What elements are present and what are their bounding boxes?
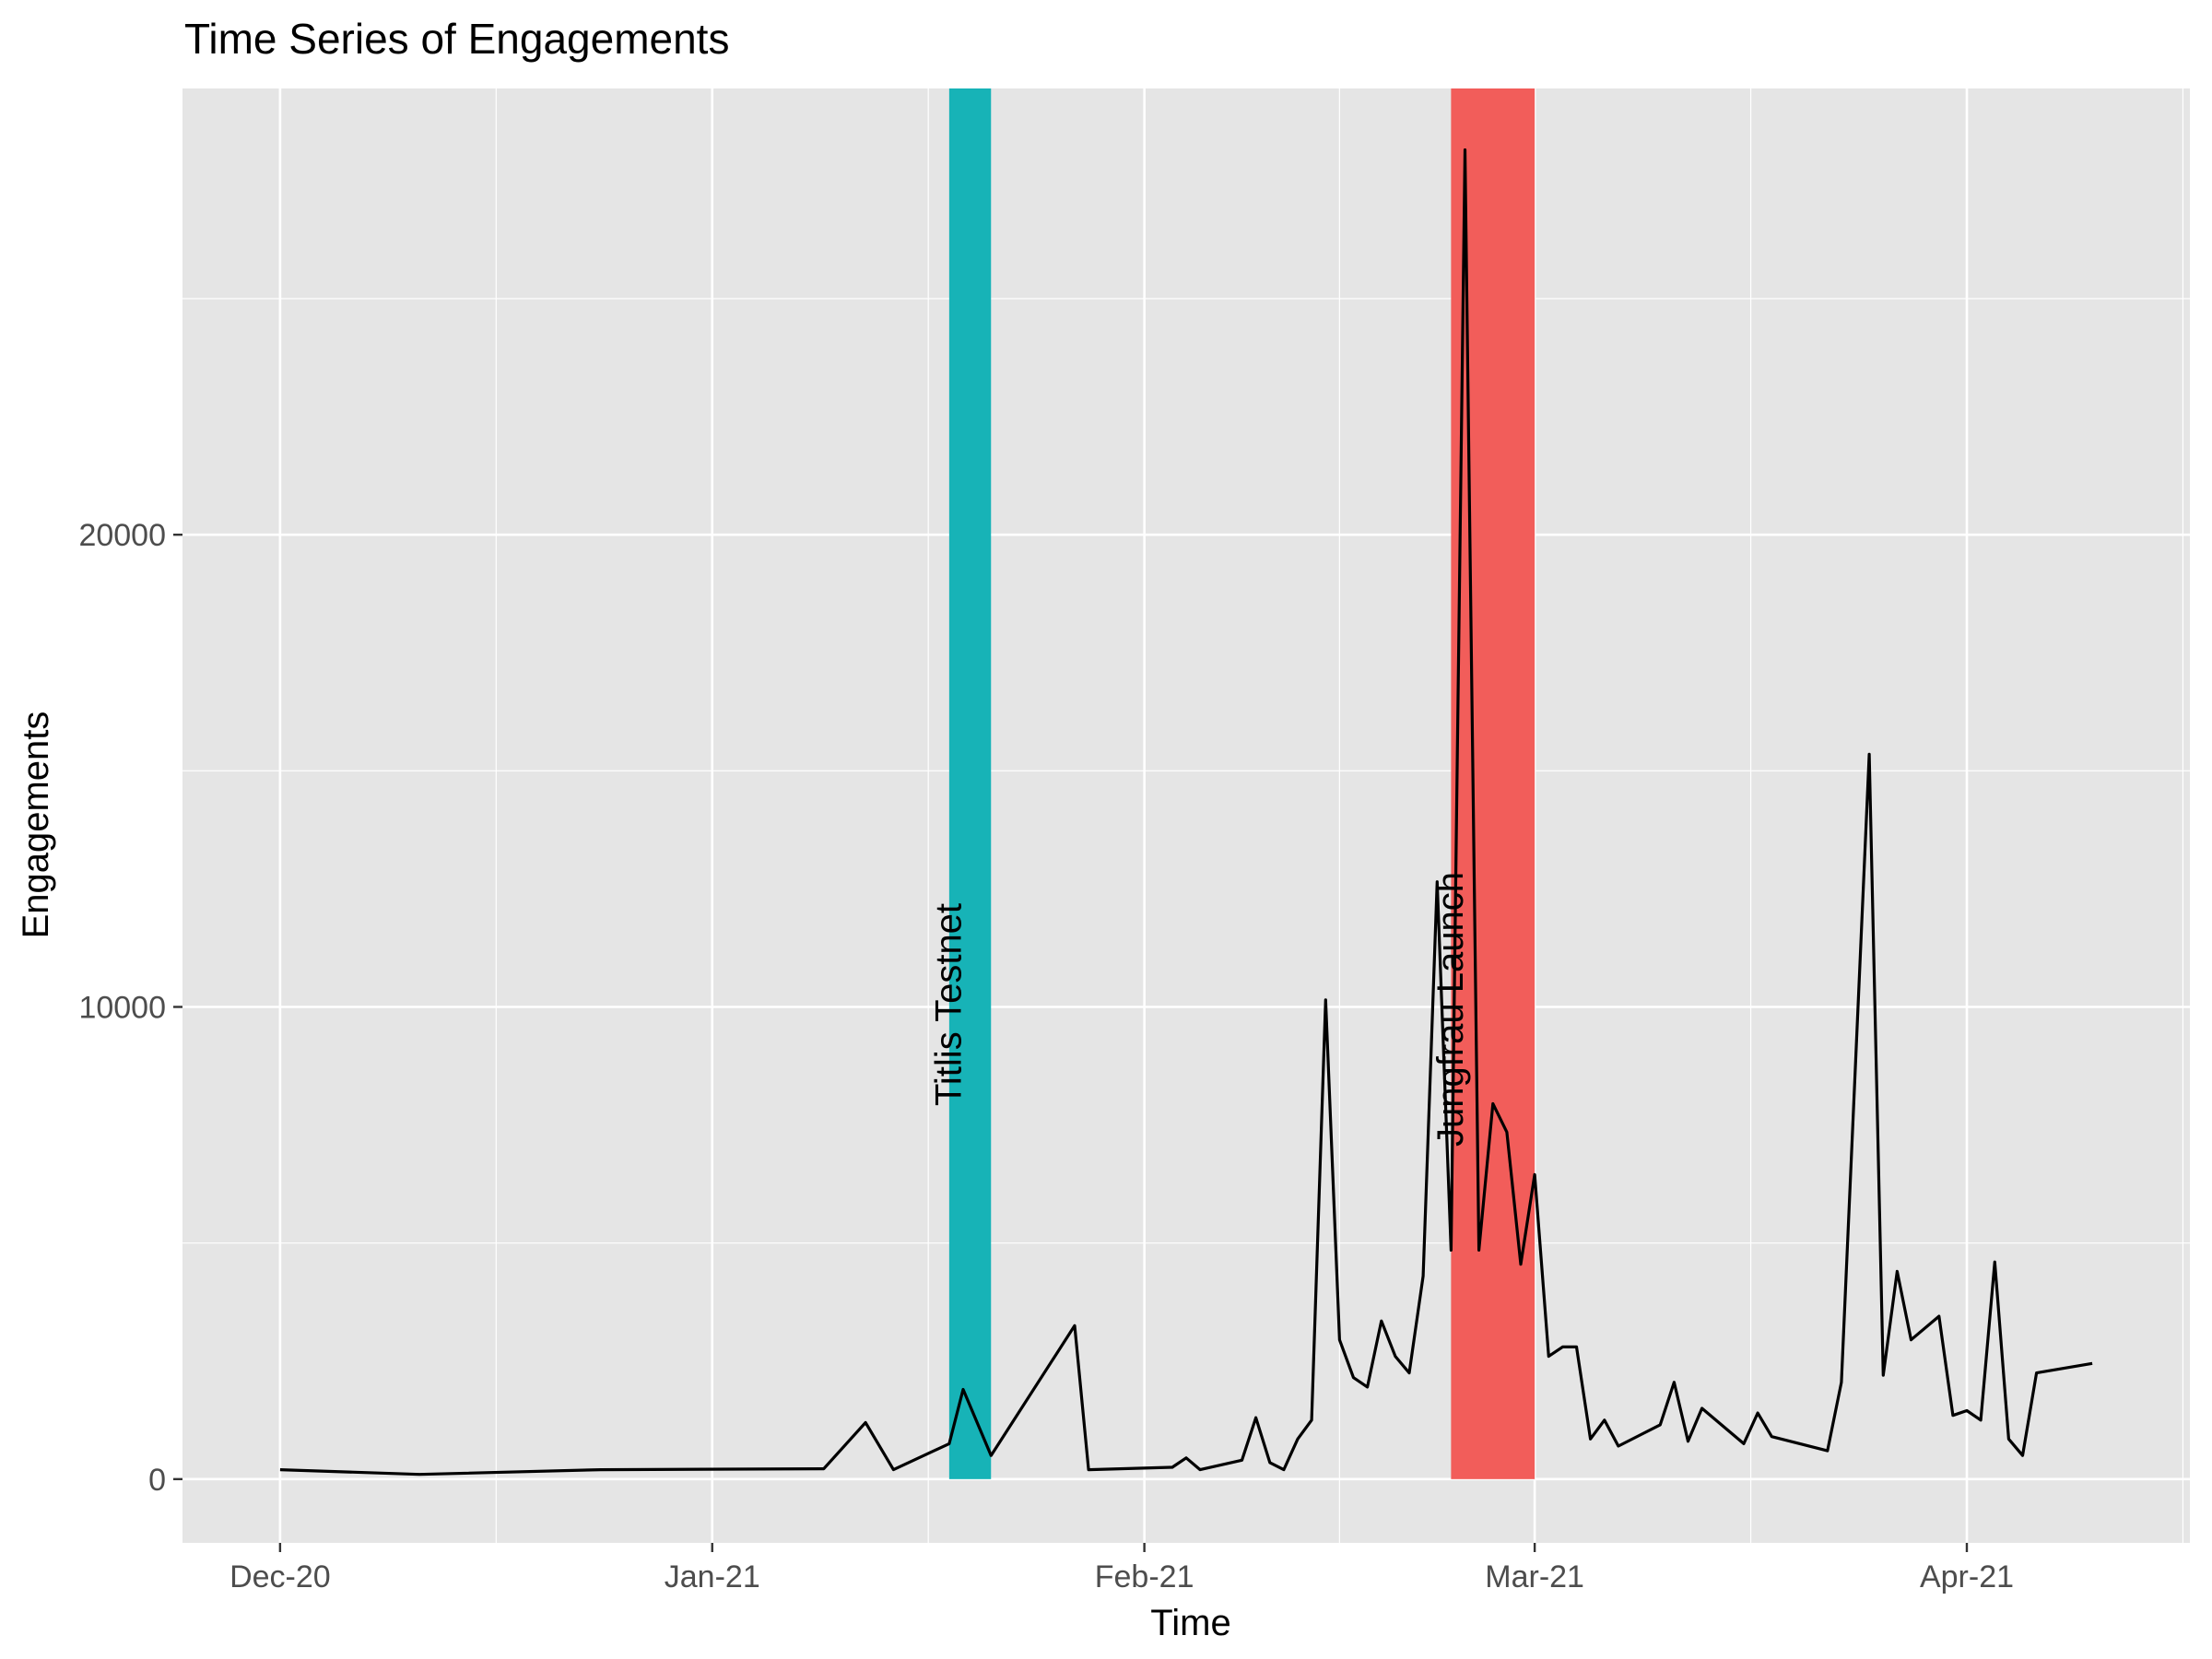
y-tick-label: 20000 [78, 518, 166, 553]
panel-background [182, 88, 2190, 1543]
x-tick-label: Jan-21 [665, 1559, 760, 1594]
x-tick-label: Dec-20 [229, 1559, 331, 1594]
event-band-2 [1451, 88, 1535, 1479]
event-bands [948, 88, 1535, 1479]
x-tick-label: Mar-21 [1485, 1559, 1584, 1594]
y-tick-label: 0 [148, 1463, 166, 1498]
x-tick-label: Feb-21 [1095, 1559, 1194, 1594]
series-line-1 [279, 148, 2093, 1477]
plot-panel [182, 88, 2190, 1543]
y-tick-label: 10000 [78, 990, 166, 1025]
event-band-1 [948, 88, 992, 1479]
x-axis-label: Time [1150, 1603, 1230, 1643]
event-labels: Titlis Testnet Jungfrau Launch [928, 872, 1471, 1147]
axes: 0 10000 20000 Dec-20 Jan-21 Feb-21 Mar-21 Apr-2… [78, 518, 2014, 1594]
x-tick-label: Apr-21 [1920, 1559, 2014, 1594]
y-axis-label: Engagements [16, 712, 56, 939]
chart-title: Time Series of Engagements [184, 15, 729, 63]
event-label-1: Titlis Testnet [928, 903, 969, 1106]
series-lines [279, 148, 2093, 1477]
event-label-2: Jungfrau Launch [1430, 872, 1471, 1147]
